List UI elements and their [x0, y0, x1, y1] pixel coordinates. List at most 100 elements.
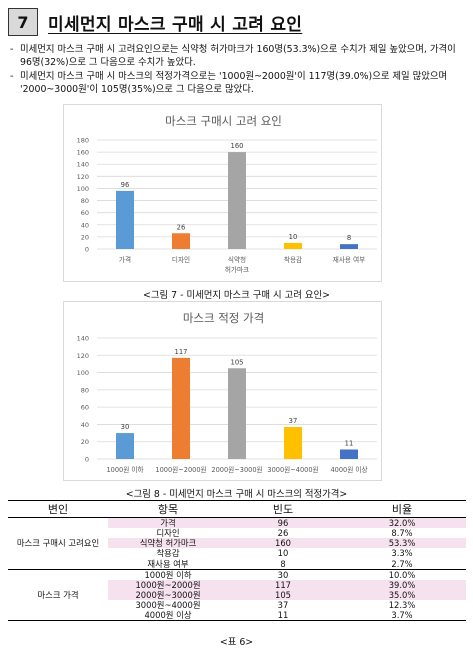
section-title: 미세먼지 마스크 구매 시 고려 요인: [48, 14, 303, 35]
table-cell-freq: 10: [277, 548, 289, 559]
x-tick-label: 1000원 이하: [106, 465, 143, 474]
data-label: 30: [121, 423, 130, 431]
bar: [116, 190, 134, 249]
table-cell-item: 1000원~2000원: [108, 579, 228, 590]
table-body: 마스크 구매시 고려요인 가격 96 32.0% 디자인 26 8.7% 식약청 허가마크 16…: [8, 517, 466, 622]
y-tick-label: 80: [81, 386, 89, 394]
y-tick-label: 0: [85, 456, 89, 464]
y-tick-label: 40: [81, 421, 89, 429]
table-row: 3000원~4000원 37 12.3%: [8, 600, 466, 610]
header-item: 항목: [108, 500, 228, 518]
data-label: 8: [347, 234, 351, 242]
table-cell-item: 식약청 허가마크: [108, 538, 228, 549]
section-number: 7: [8, 8, 38, 36]
y-tick-label: 140: [77, 161, 89, 169]
bar: [228, 152, 246, 249]
y-tick-label: 120: [77, 352, 89, 360]
y-tick-label: 80: [81, 197, 89, 205]
data-label: 117: [175, 348, 188, 356]
table-cell-item: 4000원 이상: [108, 610, 228, 622]
bar: [172, 233, 190, 249]
x-tick-label: 3000원~4000원: [267, 465, 318, 474]
table-cell-freq: 30: [277, 569, 289, 580]
table-cell-ratio: 12.3%: [388, 600, 416, 611]
bar: [284, 242, 302, 249]
header-frequency: 빈도: [228, 500, 338, 518]
table-row: 마스크 구매시 고려요인 가격 96 32.0%: [8, 517, 466, 570]
bar: [340, 449, 358, 459]
y-tick-label: 60: [81, 209, 89, 217]
table-cell-item: 1000원 이하: [144, 569, 192, 580]
table-cell-freq: 105: [228, 589, 338, 600]
y-tick-label: 40: [81, 221, 89, 229]
table-row: 착용감 10 3.3%: [8, 548, 466, 558]
data-label: 160: [231, 142, 244, 150]
table-cell-freq: 117: [228, 579, 338, 590]
table-row: 1000원~2000원 117 39.0%: [8, 579, 466, 590]
table-cell-variable: 마스크 구매시 고려요인: [8, 517, 108, 570]
table-cell-freq: 11: [228, 610, 338, 622]
y-tick-label: 0: [85, 246, 89, 254]
table-cell-item: 착용감: [156, 548, 180, 559]
x-tick-label: 1000원~2000원: [155, 465, 206, 474]
chart-svg: 마스크 구매시 고려 요인 0 20 40 60 80 100 120 140 160 180 96 가…: [77, 114, 377, 274]
table-cell-ratio: 32.0%: [338, 517, 466, 528]
header-variable: 변인: [8, 500, 108, 518]
table-row: 식약청 허가마크 160 53.3%: [8, 538, 466, 549]
chart-svg: 마스크 적정 가격 0 20 40 60 80 100 120 140 30 1000원 이하 117…: [77, 311, 377, 474]
table-cell-item: 3000원~4000원: [135, 600, 201, 611]
bullet-item: 미세먼지 마스크 구매 시 고려요인으로는 식약청 허가마크가 160명(53.…: [8, 43, 466, 69]
table-cell-ratio: 2.7%: [338, 558, 466, 570]
table-cell-ratio: 35.0%: [338, 589, 466, 600]
table-cell-item: 가격: [108, 517, 228, 528]
bar: [284, 427, 302, 459]
table-cell-ratio: 3.7%: [338, 610, 466, 622]
table-cell-ratio: 8.7%: [391, 528, 413, 539]
y-tick-label: 180: [77, 137, 89, 145]
x-tick-label: 착용감: [284, 256, 302, 264]
y-tick-label: 160: [77, 149, 89, 157]
data-label: 26: [177, 223, 186, 231]
data-label: 37: [289, 417, 298, 425]
figure-7-caption: <그림 7 - 미세먼지 마스크 구매 시 고려 요인>: [143, 290, 330, 301]
y-tick-label: 20: [81, 233, 89, 241]
summary-bullets: 미세먼지 마스크 구매 시 고려요인으로는 식약청 허가마크가 160명(53.…: [8, 43, 466, 97]
table-cell-item: 디자인: [156, 528, 180, 539]
x-tick-label: 식약청: [228, 255, 246, 264]
x-tick-label: 재사용 여부: [333, 255, 365, 264]
bar: [172, 357, 190, 459]
bar: [340, 244, 358, 249]
bar: [228, 368, 246, 459]
x-tick-label: 허가마크: [225, 265, 249, 274]
figure-8-caption: <그림 8 - 미세먼지 마스크 구매 시 마스크의 적정가격>: [125, 489, 348, 500]
y-tick-label: 20: [81, 438, 89, 446]
chart-title: 마스크 구매시 고려 요인: [165, 114, 282, 128]
table-cell-ratio: 10.0%: [388, 569, 416, 580]
y-tick-label: 100: [77, 185, 89, 193]
x-tick-label: 2000원~3000원: [211, 465, 262, 474]
table-cell-ratio: 39.0%: [338, 579, 466, 590]
table-cell-freq: 37: [277, 600, 289, 611]
table-row: 재사용 여부 8 2.7%: [8, 558, 466, 570]
x-tick-label: 4000원 이상: [330, 465, 367, 474]
table-cell-variable: 마스크 가격: [8, 569, 108, 622]
table-row: 디자인 26 8.7%: [8, 528, 466, 538]
table-cell-freq: 160: [228, 538, 338, 549]
data-label: 105: [231, 358, 244, 366]
chart-proper-price: 마스크 적정 가격 0 20 40 60 80 100 120 140 30 1000원 이하 117…: [63, 301, 382, 481]
chart-purchase-factors: 마스크 구매시 고려 요인 0 20 40 60 80 100 120 140 160 180 96 가…: [63, 104, 382, 282]
y-tick-label: 120: [77, 173, 89, 181]
table-cell-ratio: 3.3%: [391, 548, 413, 559]
x-tick-label: 디자인: [172, 255, 190, 264]
header-ratio: 비율: [338, 500, 466, 518]
table-6-caption: <표 6>: [219, 637, 254, 648]
bar: [116, 433, 134, 459]
table-row: 2000원~3000원 105 35.0%: [8, 589, 466, 600]
data-table: 변인 항목 빈도 비율 마스크 구매시 고려요인 가격 96 32.0% 디자인 26 8.…: [8, 500, 466, 622]
table-cell-freq: 96: [228, 517, 338, 528]
section-heading: 7 미세먼지 마스크 구매 시 고려 요인: [8, 8, 302, 36]
table-cell-item: 2000원~3000원: [108, 589, 228, 600]
data-label: 10: [289, 233, 298, 241]
table-cell-item: 재사용 여부: [108, 558, 228, 570]
chart-title: 마스크 적정 가격: [183, 311, 264, 325]
